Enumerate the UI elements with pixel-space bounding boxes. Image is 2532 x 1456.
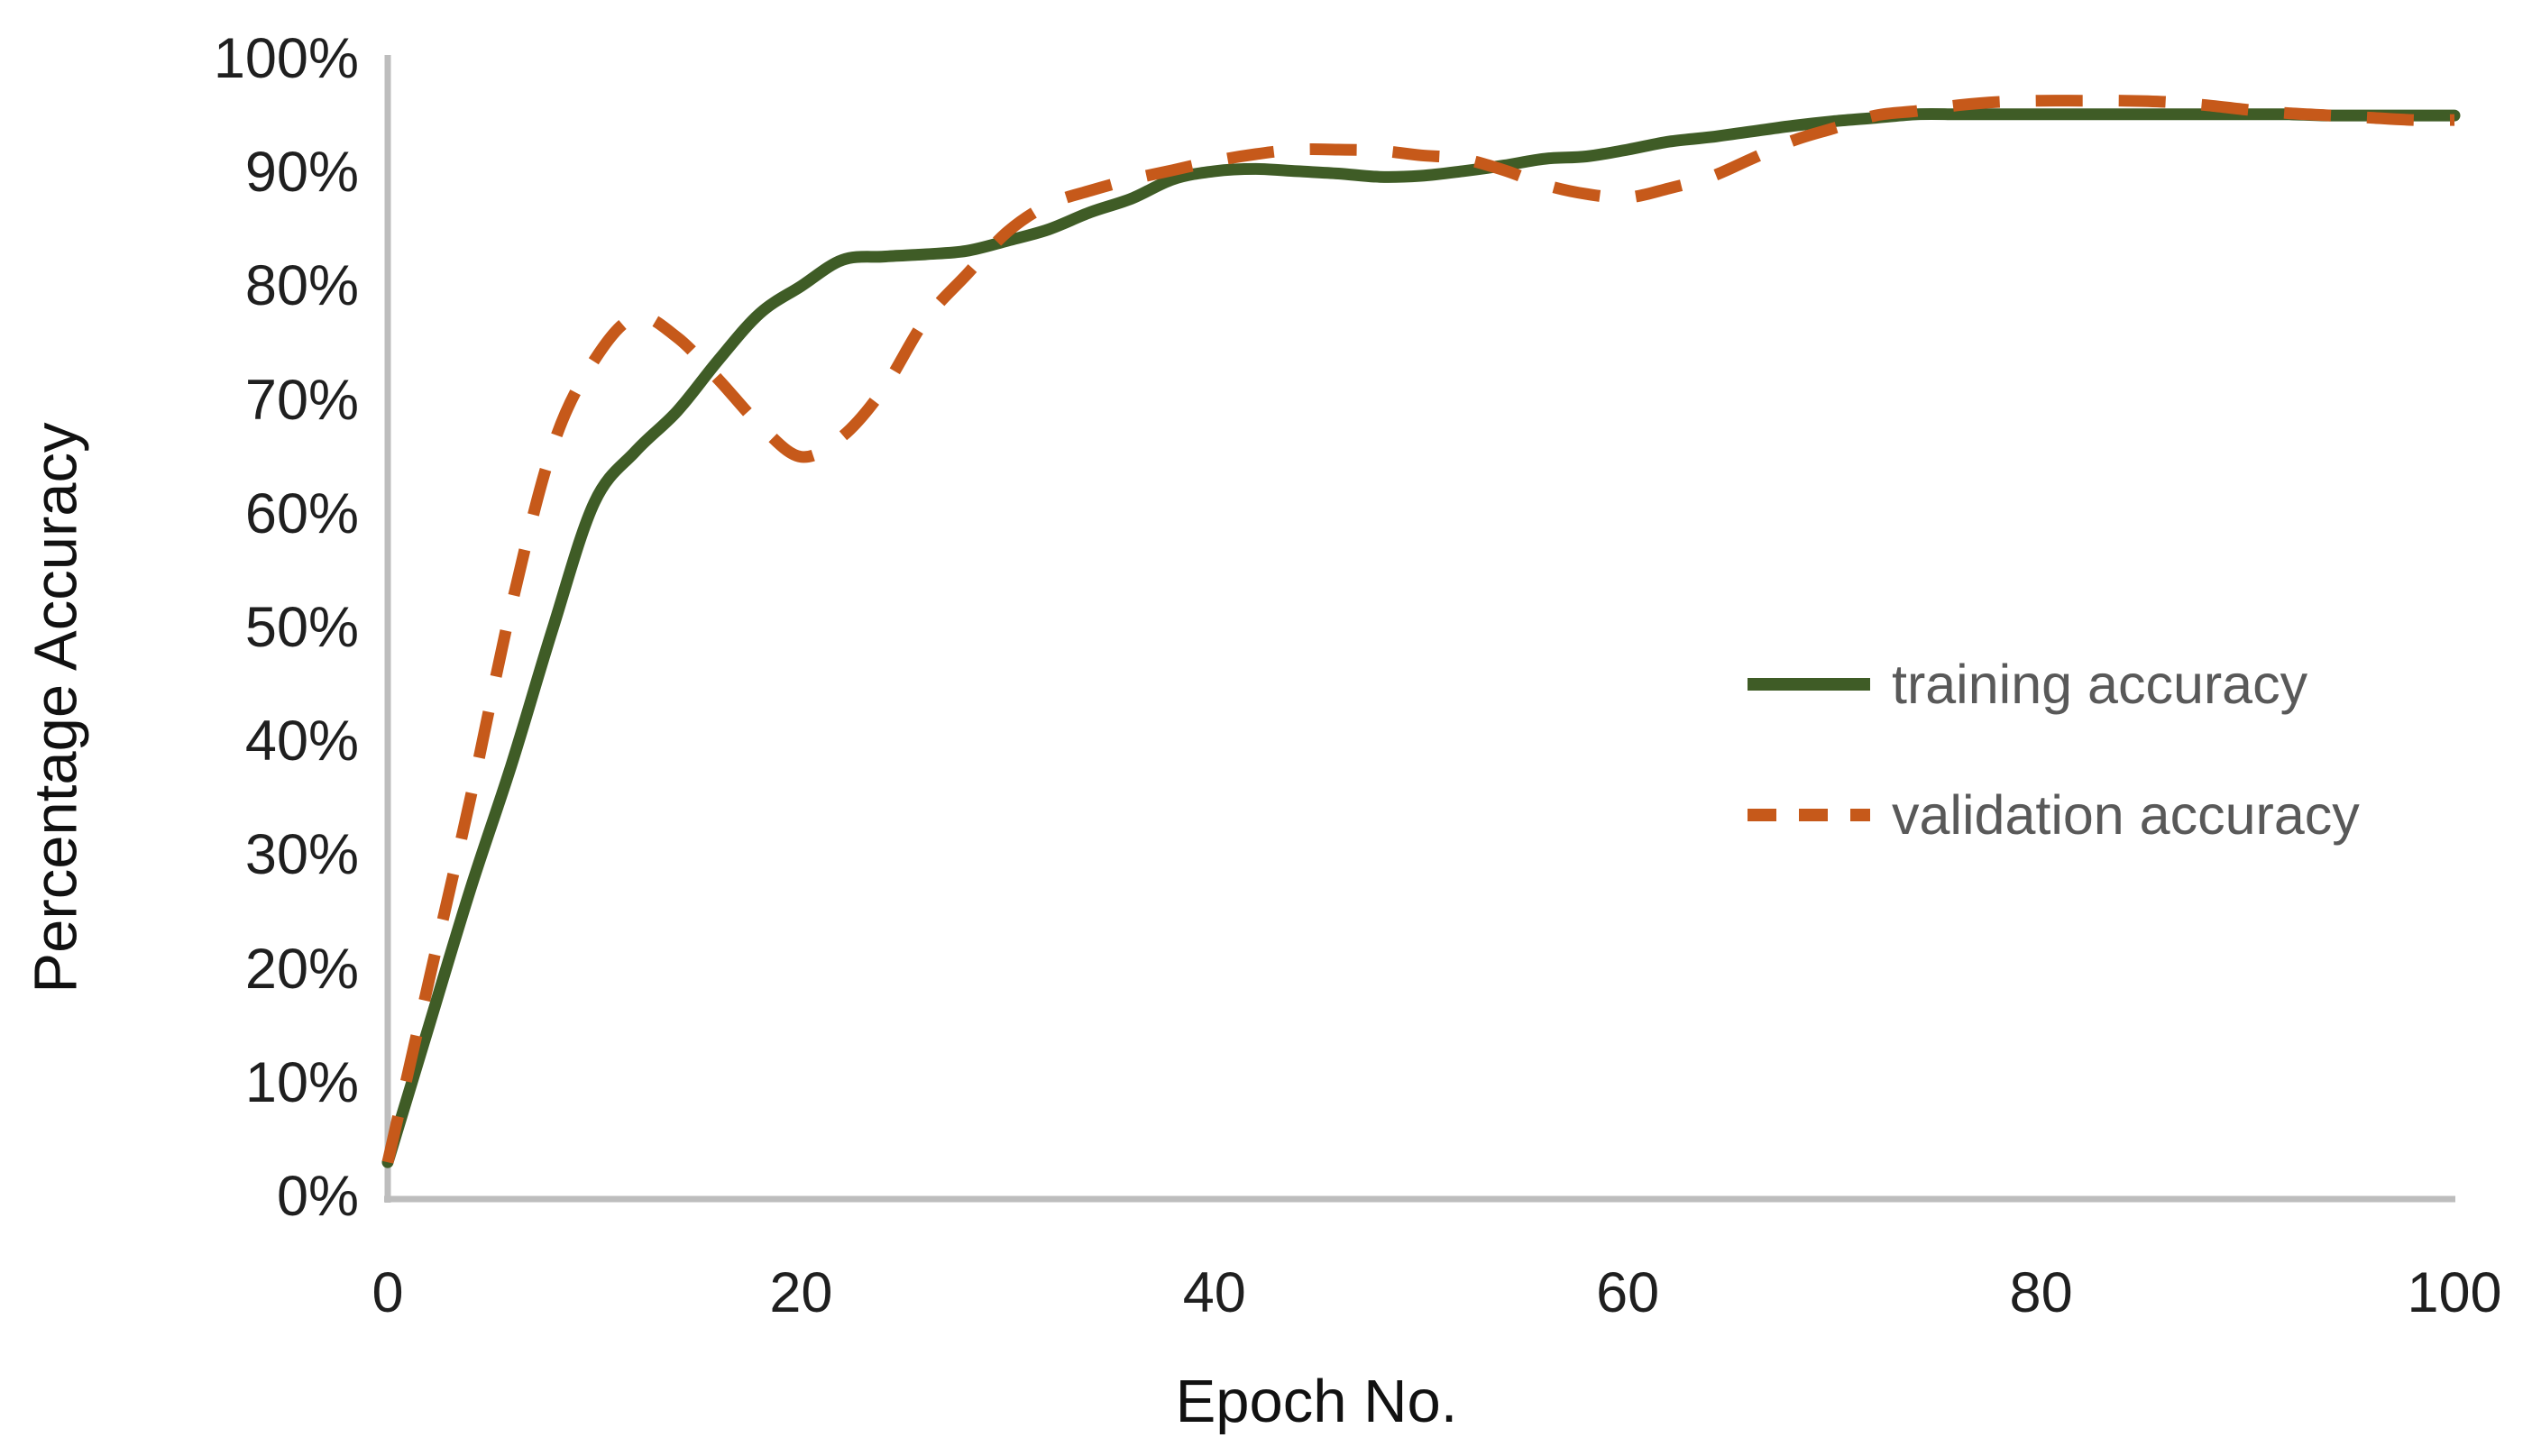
x-tick-label: 80 xyxy=(2009,1261,2073,1324)
legend-label-validation: validation accuracy xyxy=(1892,784,2360,846)
y-tick-label: 40% xyxy=(244,710,359,774)
y-tick-label: 20% xyxy=(244,937,359,1001)
x-tick-label: 60 xyxy=(1596,1261,1660,1324)
y-tick-label: 80% xyxy=(244,254,359,318)
y-tick-label: 100% xyxy=(213,27,359,90)
y-tick-label: 90% xyxy=(244,141,359,205)
x-tick-label: 100 xyxy=(2407,1261,2502,1324)
y-tick-label: 0% xyxy=(276,1165,359,1228)
y-axis-title: Percentage Accuracy xyxy=(22,422,90,994)
y-tick-label: 70% xyxy=(244,368,359,432)
y-tick-label: 60% xyxy=(244,481,359,545)
training-accuracy-line xyxy=(381,108,2461,1168)
validation-accuracy-line xyxy=(381,95,2455,1164)
validation-line-swatch xyxy=(1748,809,1870,821)
x-tick-label: 20 xyxy=(769,1261,833,1324)
x-tick-label: 0 xyxy=(372,1261,404,1324)
legend-label-training: training accuracy xyxy=(1892,654,2308,715)
legend-item-training: training accuracy xyxy=(1748,653,2307,716)
training-line-swatch xyxy=(1748,678,1870,691)
x-tick-label: 40 xyxy=(1182,1261,1246,1324)
y-tick-label: 30% xyxy=(244,823,359,887)
y-tick-label: 10% xyxy=(244,1050,359,1114)
x-axis-title: Epoch No. xyxy=(1175,1368,1458,1435)
y-tick-label: 50% xyxy=(244,596,359,659)
legend-item-validation: validation accuracy xyxy=(1748,783,2360,847)
